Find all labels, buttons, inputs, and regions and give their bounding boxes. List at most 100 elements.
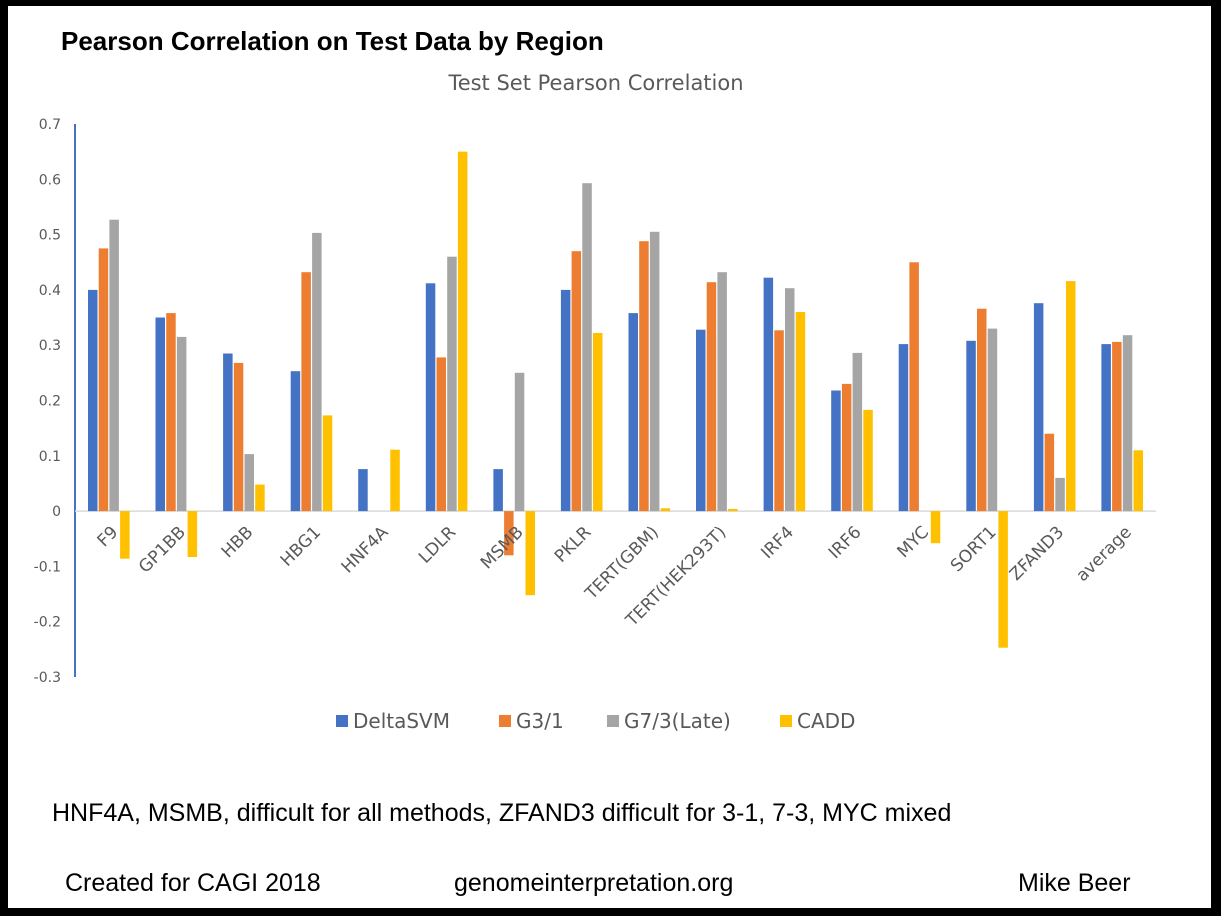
y-tick-label: 0.2: [39, 394, 61, 410]
legend-label: G3/1: [516, 709, 564, 733]
legend-item: CADD: [780, 709, 855, 733]
bar-g7-3-late--ldlr: [447, 256, 457, 512]
bar-deltasvm-tert-gbm-: [628, 313, 638, 512]
x-tick-label: HBG1: [277, 522, 325, 570]
bar-cadd-hbb: [255, 484, 265, 512]
bar-deltasvm-f9: [88, 289, 98, 512]
bar-g3-1-msmb: [504, 511, 514, 556]
bar-cadd-ldlr: [457, 151, 468, 511]
legend-swatch: [499, 715, 511, 727]
legend-swatch: [607, 715, 619, 727]
bar-g7-3-late--tert-hek293t-: [717, 272, 727, 512]
bar-g7-3-late--gp1bb: [176, 336, 187, 512]
x-tick-label: ZFAND3: [1006, 522, 1068, 584]
bar-g7-3-late--f9: [109, 219, 119, 512]
legend-item: G3/1: [499, 709, 564, 733]
bar-cadd-f9: [120, 511, 130, 559]
legend-label: DeltaSVM: [353, 709, 450, 733]
bar-cadd-msmb: [525, 511, 535, 596]
bar-cadd-irf4: [795, 312, 806, 512]
chart-title: Test Set Pearson Correlation: [447, 71, 743, 95]
slide-note: HNF4A, MSMB, difficult for all methods, …: [52, 799, 952, 827]
bar-g3-1-ldlr: [436, 357, 446, 512]
bar-deltasvm-myc: [898, 344, 909, 512]
chart-axes: [74, 124, 1156, 677]
x-tick-label: F9: [94, 522, 123, 551]
y-tick-label: 0.4: [39, 283, 61, 299]
bar-g7-3-late--tert-gbm-: [649, 231, 660, 512]
bar-g7-3-late--sort1: [987, 328, 998, 512]
bar-deltasvm-hnf4a: [358, 469, 368, 512]
bar-cadd-pklr: [593, 333, 603, 512]
bar-cadd-irf6: [863, 409, 873, 512]
y-tick-label: -0.2: [34, 615, 61, 631]
bar-g3-1-tert-hek293t-: [706, 282, 717, 512]
bar-g3-1-zfand3: [1044, 433, 1055, 512]
bar-deltasvm-pklr: [560, 289, 571, 512]
chart-legend: DeltaSVM G3/1 G7/3(Late) CADD: [336, 709, 855, 733]
bar-cadd-zfand3: [1066, 281, 1076, 512]
legend-item: G7/3(Late): [607, 709, 731, 733]
slide-heading: Pearson Correlation on Test Data by Regi…: [61, 26, 604, 56]
slide: Pearson Correlation on Test Data by Regi…: [8, 6, 1211, 908]
bar-g3-1-sort1: [977, 308, 987, 512]
bar-cadd-hbg1: [322, 415, 333, 512]
x-tick-label: IRF6: [825, 522, 866, 563]
bar-chart: Test Set Pearson Correlation 0.70.60.50.…: [34, 71, 1156, 733]
bar-cadd-tert-hek293t-: [728, 508, 738, 512]
bar-cadd-gp1bb: [187, 511, 198, 557]
bar-deltasvm-gp1bb: [155, 317, 165, 512]
y-tick-label: 0: [52, 504, 61, 520]
y-tick-label: 0.7: [39, 117, 61, 133]
legend-label: CADD: [797, 709, 855, 733]
x-tick-label: HBB: [218, 522, 258, 562]
x-tick-label: MYC: [893, 522, 933, 562]
bar-g3-1-hbg1: [301, 272, 311, 512]
bar-deltasvm-zfand3: [1033, 303, 1044, 512]
bar-g7-3-late--pklr: [582, 183, 592, 512]
bar-deltasvm-sort1: [966, 340, 976, 512]
bar-deltasvm-hbb: [223, 353, 233, 512]
chart-bars: [88, 151, 1143, 648]
bar-deltasvm-tert-hek293t-: [696, 329, 706, 512]
bar-g7-3-late--irf6: [852, 352, 863, 512]
x-tick-labels: F9 GP1BB HBB HBG1 HNF4A LDLR MSMB PKLRTERT(GBM)…: [94, 522, 1136, 631]
y-tick-label: -0.3: [34, 670, 61, 686]
x-tick-label: IRF4: [757, 522, 798, 563]
bar-deltasvm-ldlr: [425, 283, 436, 512]
bar-cadd-myc: [930, 511, 941, 544]
bar-deltasvm-msmb: [493, 469, 503, 512]
bar-g3-1-f9: [98, 248, 109, 512]
bar-g3-1-gp1bb: [166, 313, 176, 512]
bar-g7-3-late--average: [1122, 335, 1133, 512]
bar-deltasvm-average: [1101, 344, 1111, 512]
bar-g3-1-hbb: [233, 362, 244, 512]
y-tick-label: 0.3: [39, 338, 61, 354]
bar-g7-3-late--msmb: [514, 372, 525, 512]
bar-g7-3-late--hbg1: [312, 232, 322, 512]
bar-g3-1-tert-gbm-: [639, 241, 649, 512]
y-tick-label: 0.6: [39, 172, 61, 188]
x-tick-label: HNF4A: [338, 522, 393, 577]
bar-deltasvm-hbg1: [290, 371, 301, 512]
y-tick-label: 0.1: [39, 449, 61, 465]
y-tick-labels: 0.7 0.6 0.5 0.4 0.3 0.2 0.1 0 -0.1 -0.2 -0.3: [34, 117, 61, 686]
legend-swatch: [780, 715, 792, 727]
bar-g3-1-average: [1112, 341, 1122, 512]
legend-label: G7/3(Late): [624, 709, 731, 733]
footer-right: Mike Beer: [1018, 869, 1131, 897]
bar-g3-1-irf4: [774, 330, 784, 512]
x-tick-label: PKLR: [551, 522, 595, 566]
bar-deltasvm-irf4: [763, 277, 774, 512]
footer-center: genomeinterpretation.org: [454, 869, 734, 897]
bar-g3-1-myc: [909, 262, 919, 512]
bar-cadd-sort1: [998, 511, 1008, 648]
x-tick-label: MSMB: [477, 522, 528, 573]
x-tick-label: SORT1: [947, 522, 1001, 576]
y-tick-label: 0.5: [39, 228, 61, 244]
y-tick-label: -0.1: [34, 559, 61, 575]
x-tick-label: GP1BB: [135, 522, 190, 577]
footer-left: Created for CAGI 2018: [65, 869, 321, 897]
bar-cadd-average: [1133, 450, 1143, 512]
x-tick-label: LDLR: [415, 522, 460, 567]
